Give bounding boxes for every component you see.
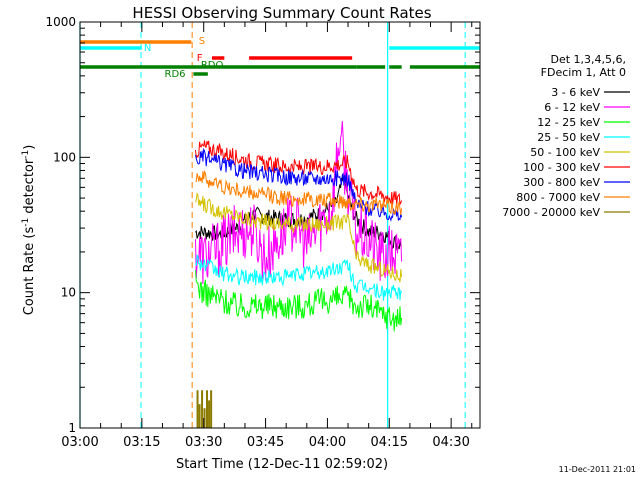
time-markers <box>79 22 466 428</box>
axes: 1 10 100 1000 03:00 03:15 03:30 03:45 04:00 04:15… <box>45 15 481 450</box>
x-tick-label: 03:45 <box>247 435 284 450</box>
legend-title: Det 1,3,4,5,6, <box>550 53 626 66</box>
y-axis-label: Count Rate (s-1 detector-1) <box>21 145 37 316</box>
y-tick-label: 1 <box>68 421 76 435</box>
legend-label: 100 - 300 keV <box>523 161 600 174</box>
series-line-300-800- <box>195 147 403 222</box>
footer-timestamp: 11-Dec-2011 21:01 <box>559 465 636 474</box>
x-tick-label: 03:15 <box>123 435 160 450</box>
legend: Det 1,3,4,5,6,FDecim 1, Att 0 3 - 6 keV 6 … <box>502 53 630 219</box>
series-line-25-50- <box>195 254 403 301</box>
x-tick-label: 03:00 <box>61 435 98 450</box>
legend-label: 3 - 6 keV <box>551 86 600 99</box>
legend-label: 7000 - 20000 keV <box>502 206 600 219</box>
chart-title: HESSI Observing Summary Count Rates <box>132 4 431 22</box>
y-tick-label: 1000 <box>45 15 76 29</box>
legend-label: 50 - 100 keV <box>530 146 600 159</box>
y-tick-label: 10 <box>61 286 76 300</box>
x-axis-label: Start Time (12-Dec-11 02:59:02) <box>176 457 388 472</box>
series-line-50-100- <box>195 192 403 283</box>
x-tick-label: 04:00 <box>309 435 346 450</box>
legend-title: FDecim 1, Att 0 <box>541 66 626 79</box>
annotation-label: N <box>144 43 151 54</box>
legend-label: 300 - 800 keV <box>523 176 600 189</box>
annotation-label: F <box>197 53 203 64</box>
series-line-800-7000- <box>195 169 403 215</box>
series-line-12-25- <box>195 270 403 332</box>
annotation-label: RDO <box>201 60 224 71</box>
legend-label: 800 - 7000 keV <box>516 191 600 204</box>
annotation-label: RD6 <box>165 69 186 80</box>
series-line-100-300- <box>195 140 403 206</box>
legend-label: 12 - 25 keV <box>537 116 600 129</box>
x-tick-label: 03:30 <box>185 435 222 450</box>
y-tick-label: 100 <box>53 150 76 164</box>
legend-label: 6 - 12 keV <box>544 101 600 114</box>
series-line-6-12- <box>195 120 403 285</box>
annotation-label: S <box>199 36 205 47</box>
x-tick-label: 04:30 <box>432 435 469 450</box>
legend-label: 25 - 50 keV <box>537 131 600 144</box>
x-tick-label: 04:15 <box>371 435 408 450</box>
series-lines <box>195 120 403 428</box>
plot-frame <box>79 21 481 429</box>
